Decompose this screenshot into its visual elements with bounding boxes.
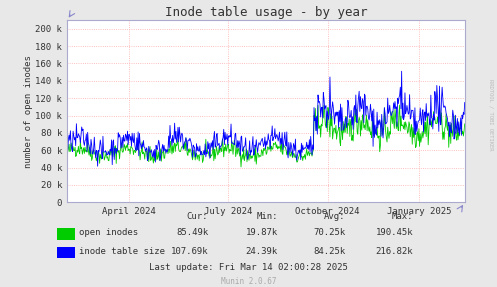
Y-axis label: number of open inodes: number of open inodes <box>23 55 33 168</box>
Text: 70.25k: 70.25k <box>313 228 345 237</box>
Text: 84.25k: 84.25k <box>313 247 345 256</box>
Text: Cur:: Cur: <box>187 212 208 221</box>
Text: 85.49k: 85.49k <box>176 228 208 237</box>
Text: RRDTOOL / TOBI OETIKER: RRDTOOL / TOBI OETIKER <box>489 79 494 151</box>
Text: 24.39k: 24.39k <box>246 247 278 256</box>
Text: Max:: Max: <box>392 212 413 221</box>
Text: Munin 2.0.67: Munin 2.0.67 <box>221 277 276 286</box>
Text: Last update: Fri Mar 14 02:00:28 2025: Last update: Fri Mar 14 02:00:28 2025 <box>149 263 348 272</box>
Title: Inode table usage - by year: Inode table usage - by year <box>165 6 367 19</box>
Text: inode table size: inode table size <box>79 247 165 256</box>
Text: Avg:: Avg: <box>324 212 345 221</box>
Text: 216.82k: 216.82k <box>375 247 413 256</box>
Text: 19.87k: 19.87k <box>246 228 278 237</box>
Text: Min:: Min: <box>256 212 278 221</box>
Text: 190.45k: 190.45k <box>375 228 413 237</box>
Text: open inodes: open inodes <box>79 228 138 237</box>
Text: 107.69k: 107.69k <box>170 247 208 256</box>
